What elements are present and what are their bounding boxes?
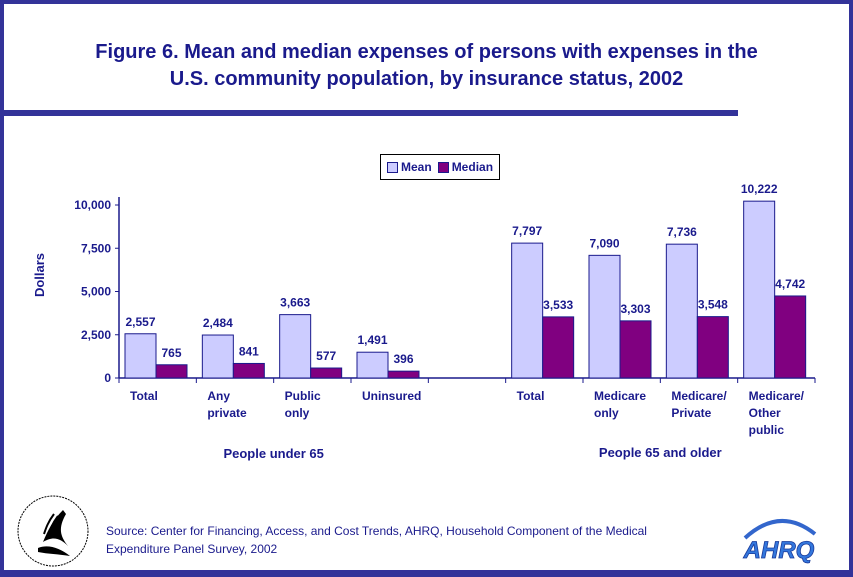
hhs-logo [8,490,98,577]
legend-item-mean: Mean [387,160,432,174]
title-divider [4,110,738,116]
legend-label-mean: Mean [401,160,432,174]
source-line1: Source: Center for Financing, Access, an… [106,524,647,538]
legend: Mean Median [380,154,501,180]
legend-swatch-mean [387,161,398,173]
legend-item-median: Median [437,160,494,174]
source-note: Source: Center for Financing, Access, an… [106,522,647,558]
source-line2: Expenditure Panel Survey, 2002 [106,542,278,556]
chart-title-line2: U.S. community population, by insurance … [169,68,684,90]
legend-swatch-median [437,161,449,173]
chart-title-line1: Figure 6. Mean and median expenses of pe… [95,41,758,63]
chart-title: Figure 6. Mean and median expenses of pe… [4,39,849,93]
legend-label-median: Median [451,160,494,174]
figure-panel: Figure 6. Mean and median expenses of pe… [4,4,849,570]
ahrq-logo-text: AHRQ [743,537,815,564]
ahrq-logo: AHRQ [735,510,825,571]
